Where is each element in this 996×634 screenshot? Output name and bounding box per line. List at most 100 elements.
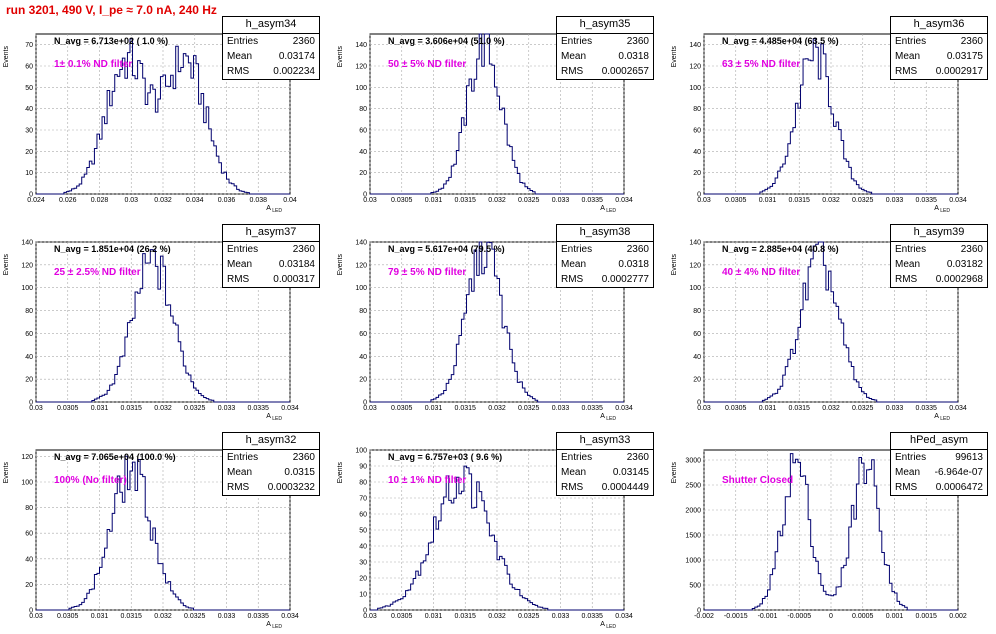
y-tick-label: 100 [355, 285, 367, 292]
x-tick-label: 0.032 [154, 613, 172, 620]
stats-value: 0.03145 [612, 467, 649, 478]
y-tick-label: 140 [21, 240, 33, 247]
x-tick-label: 0.031 [91, 613, 109, 620]
y-tick-label: 40 [359, 149, 367, 156]
x-tick-label: 0.0315 [455, 197, 477, 204]
y-tick-label: 20 [25, 377, 33, 384]
stats-key: Entries [895, 36, 927, 47]
stats-key: RMS [227, 66, 250, 77]
x-axis-label: A LED [600, 621, 616, 630]
histogram-line [36, 455, 290, 611]
y-tick-label: 2500 [685, 483, 701, 490]
y-tick-label: 40 [359, 354, 367, 361]
navg-label: N_avg = 7.065e+04 (100.0 %) [54, 452, 176, 462]
y-tick-label: 100 [689, 285, 701, 292]
x-tick-label: 0.033 [218, 613, 236, 620]
x-tick-label: 0.034 [949, 405, 967, 412]
histogram-svg: 0.03 0.0305 0.031 0.0315 0.032 0.0325 0.033 0.0… [337, 240, 633, 423]
stats-value: 0.0002968 [935, 274, 983, 285]
x-tick-label: 0.03 [363, 613, 377, 620]
y-tick-label: 60 [693, 331, 701, 338]
x-tick-label: 0.032 [822, 405, 840, 412]
x-tick-label: 0.03 [29, 613, 43, 620]
x-tick-label: 0.03 [29, 405, 43, 412]
y-tick-label: 80 [25, 505, 33, 512]
y-tick-label: 10 [359, 592, 367, 599]
stats-box: h_asym32 Entries 2360 Mean 0.0315 RMS 0.000323… [222, 432, 320, 496]
x-tick-label: 0.0335 [248, 613, 270, 620]
y-tick-label: 10 [25, 170, 33, 177]
filter-label: 10 ± 1% ND filter [388, 475, 466, 486]
x-tick-label: 0.0315 [455, 613, 477, 620]
x-tick-label: 0.032 [488, 405, 506, 412]
navg-label: N_avg = 6.713e+02 ( 1.0 %) [54, 36, 168, 46]
y-tick-label: 120 [355, 64, 367, 71]
stats-value: -6.964e-07 [934, 467, 983, 478]
stats-box: h_asym35 Entries 2360 Mean 0.0318 RMS 0.000265… [556, 16, 654, 80]
y-axis-label: Events [671, 462, 678, 484]
y-tick-label: 20 [693, 377, 701, 384]
y-axis-label: Events [3, 46, 10, 68]
x-axis-label: A LED [934, 205, 950, 214]
y-tick-label: 0 [697, 400, 701, 407]
stats-key: Entries [895, 452, 927, 463]
navg-label: N_avg = 2.885e+04 (40.8 %) [722, 244, 839, 254]
x-tick-label: 0.0005 [852, 613, 874, 620]
y-tick-label: 60 [25, 331, 33, 338]
y-tick-label: 120 [21, 454, 33, 461]
x-tick-label: 0.0335 [582, 197, 604, 204]
x-axis-label: A LED [600, 205, 616, 214]
x-tick-label: 0.0335 [916, 405, 938, 412]
y-axis-label: Events [337, 462, 344, 484]
x-tick-label: 0.0325 [184, 405, 206, 412]
x-tick-label: 0.033 [552, 405, 570, 412]
x-tick-label: 0.0325 [184, 613, 206, 620]
filter-label: 25 ± 2.5% ND filter [54, 267, 141, 278]
y-tick-label: 80 [693, 308, 701, 315]
stats-key: RMS [227, 274, 250, 285]
histogram-name: hPed_asym [891, 433, 987, 450]
navg-label: N_avg = 4.485e+04 (63.5 %) [722, 36, 839, 46]
stats-box: h_asym33 Entries 2360 Mean 0.03145 RMS 0.00044… [556, 432, 654, 496]
stats-value: 0.002234 [273, 66, 315, 77]
y-tick-label: 50 [359, 528, 367, 535]
x-axis-label: A LED [266, 413, 282, 422]
x-tick-label: 0 [829, 613, 833, 620]
x-tick-label: 0.032 [488, 197, 506, 204]
histogram-panel-hPed_asym: -0.002 -0.0015 -0.001 -0.0005 0 0.0005 0.001 0.… [668, 432, 988, 634]
y-axis-label: Events [671, 254, 678, 276]
stats-row-rms: RMS 0.0004449 [557, 480, 653, 495]
y-tick-label: 70 [25, 42, 33, 49]
filter-label: 40 ± 4% ND filter [722, 267, 800, 278]
x-tick-label: 0.0305 [391, 613, 413, 620]
stats-row-rms: RMS 0.0003232 [223, 480, 319, 495]
stats-row-mean: Mean 0.03145 [557, 465, 653, 480]
stats-key: RMS [561, 66, 584, 77]
x-axis-label: A LED [934, 413, 950, 422]
x-axis-label: A LED [266, 621, 282, 630]
stats-key: Entries [227, 244, 259, 255]
histogram-panel-h_asym35: 0.03 0.0305 0.031 0.0315 0.032 0.0325 0.033 0.0… [334, 16, 654, 218]
y-tick-label: 60 [359, 331, 367, 338]
stats-row-entries: Entries 99613 [891, 450, 987, 465]
stats-row-mean: Mean 0.03182 [891, 257, 987, 272]
x-tick-label: 0.002 [949, 613, 967, 620]
histogram-name: h_asym35 [557, 17, 653, 34]
stats-row-mean: Mean 0.03175 [891, 49, 987, 64]
y-tick-label: 60 [25, 64, 33, 71]
x-axis-label: A LED [266, 205, 282, 214]
stats-box: hPed_asym Entries 99613 Mean -6.964e-07 RMS 0.… [890, 432, 988, 496]
x-tick-label: 0.0335 [248, 405, 270, 412]
y-tick-label: 20 [359, 170, 367, 177]
histogram-line [36, 249, 290, 403]
stats-key: Mean [227, 51, 253, 62]
histogram-line [370, 465, 624, 611]
y-tick-label: 120 [21, 262, 33, 269]
histogram-name: h_asym32 [223, 433, 319, 450]
y-tick-label: 100 [689, 85, 701, 92]
x-tick-label: 0.0335 [582, 613, 604, 620]
stats-value: 0.0002777 [601, 274, 649, 285]
stats-value: 2360 [626, 244, 649, 255]
x-tick-label: 0.031 [759, 197, 777, 204]
y-tick-label: 0 [697, 192, 701, 199]
